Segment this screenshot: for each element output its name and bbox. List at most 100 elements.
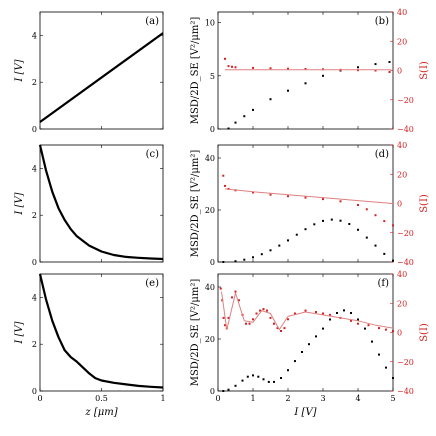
data-point (315, 335, 317, 338)
data-point (392, 377, 394, 379)
data-point (294, 312, 296, 315)
data-point (248, 322, 251, 325)
data-point (224, 324, 226, 327)
y-right-axis-label: S(I) (419, 323, 430, 342)
data-point (329, 318, 331, 321)
data-point (262, 378, 265, 381)
series-line-0 (38, 273, 164, 389)
data-point (343, 309, 345, 312)
data-point (383, 252, 386, 255)
y-right-tick-label: −20 (397, 96, 414, 105)
data-point (222, 316, 225, 319)
data-point (287, 195, 289, 198)
y-tick-label: 40 (205, 283, 215, 292)
y-axis-label: I [V] (14, 321, 25, 344)
data-point (322, 219, 324, 222)
panel-4: 0 0.5 1 0 2 4 I [V] z [μm] (e) (14, 273, 166, 418)
y-tick-label: 2 (32, 340, 37, 349)
data-point (234, 121, 237, 124)
x-tick-label: 2 (285, 394, 290, 403)
series-line-2 (221, 291, 394, 331)
x-tick-label: 3 (320, 394, 325, 403)
y-right-tick-label: 20 (397, 170, 407, 179)
data-point (388, 71, 391, 73)
data-point (273, 322, 275, 325)
y-tick-label: 0 (210, 387, 215, 396)
y-axis-label: I [V] (14, 59, 25, 82)
data-point (257, 375, 260, 378)
y-right-tick-label: −40 (397, 258, 414, 267)
data-point (339, 200, 342, 203)
y-axis-label: MSD/2D_SE [V²/μm²] (190, 150, 201, 258)
data-point (374, 214, 377, 217)
y-right-tick-label: −20 (397, 358, 414, 367)
data-point (364, 327, 366, 330)
data-point (269, 193, 272, 196)
y-right-tick-label: 20 (397, 37, 407, 46)
y-right-tick-label: 0 (397, 329, 402, 338)
data-point (280, 377, 282, 379)
data-point (238, 299, 240, 302)
data-point (243, 258, 246, 261)
x-tick-label: 1 (250, 394, 255, 403)
data-point (234, 290, 237, 293)
x-tick-label: 1 (160, 394, 165, 403)
data-point (385, 328, 387, 331)
y-axis-label: MSD/2D_SE [V²/μm²] (190, 17, 201, 125)
data-point (378, 327, 380, 330)
y-right-tick-label: 40 (397, 8, 407, 17)
panel-label: (d) (375, 149, 389, 160)
data-point (392, 330, 394, 332)
data-point (276, 327, 279, 330)
data-point (227, 127, 230, 130)
data-point (252, 318, 254, 321)
data-point (243, 115, 246, 118)
y-tick-label: 0 (32, 258, 37, 267)
panel-2: 0 2 4 I [V] (c) (14, 144, 164, 267)
data-point (308, 343, 310, 346)
data-point (365, 208, 368, 211)
data-point (357, 204, 359, 206)
data-point (262, 308, 265, 311)
x-axis-label: I [V] (293, 407, 316, 418)
y-right-axis-label: S(I) (419, 194, 430, 213)
x-tick-label: 5 (390, 394, 395, 403)
y-axis-label: MSD/2D_SE [V²/μm²] (190, 279, 201, 387)
data-point (224, 184, 226, 187)
x-tick-label: 0 (215, 394, 220, 403)
panel-label: (c) (146, 149, 160, 160)
y-tick-label: 5 (210, 72, 215, 81)
plot-frame (217, 11, 394, 130)
panel-3: 0 20 40 −40 −20 0 20 40 S(I) MSD/2D_SE [V²/μm²] (d… (190, 141, 430, 267)
data-point (357, 322, 359, 325)
data-point (329, 313, 331, 316)
data-point (266, 309, 268, 312)
data-point (287, 67, 289, 70)
data-point (260, 253, 263, 256)
data-point (350, 312, 352, 314)
data-point (227, 388, 230, 391)
data-point (234, 384, 237, 387)
data-point (252, 191, 254, 194)
data-point (252, 256, 254, 259)
data-point (287, 239, 289, 242)
y-tick-label: 0 (210, 258, 215, 267)
data-point (221, 299, 224, 302)
x-tick-label: 4 (355, 394, 360, 403)
plot-frame (217, 144, 394, 263)
plot-frame (217, 273, 394, 392)
data-point (283, 327, 286, 330)
panel-0: 0 2 4 I [V] (a) (14, 11, 164, 134)
plot-frame (39, 144, 164, 263)
data-point (357, 66, 359, 69)
data-point (222, 174, 225, 177)
data-point (234, 66, 237, 69)
x-tick-label: 0.5 (95, 394, 108, 403)
x-axis-label: z [μm] (84, 407, 117, 418)
data-point (287, 369, 289, 372)
panel-label: (f) (377, 278, 389, 289)
data-point (295, 233, 298, 236)
plot-frame (39, 11, 164, 130)
data-point (315, 311, 317, 313)
y-tick-label: 2 (32, 78, 37, 87)
